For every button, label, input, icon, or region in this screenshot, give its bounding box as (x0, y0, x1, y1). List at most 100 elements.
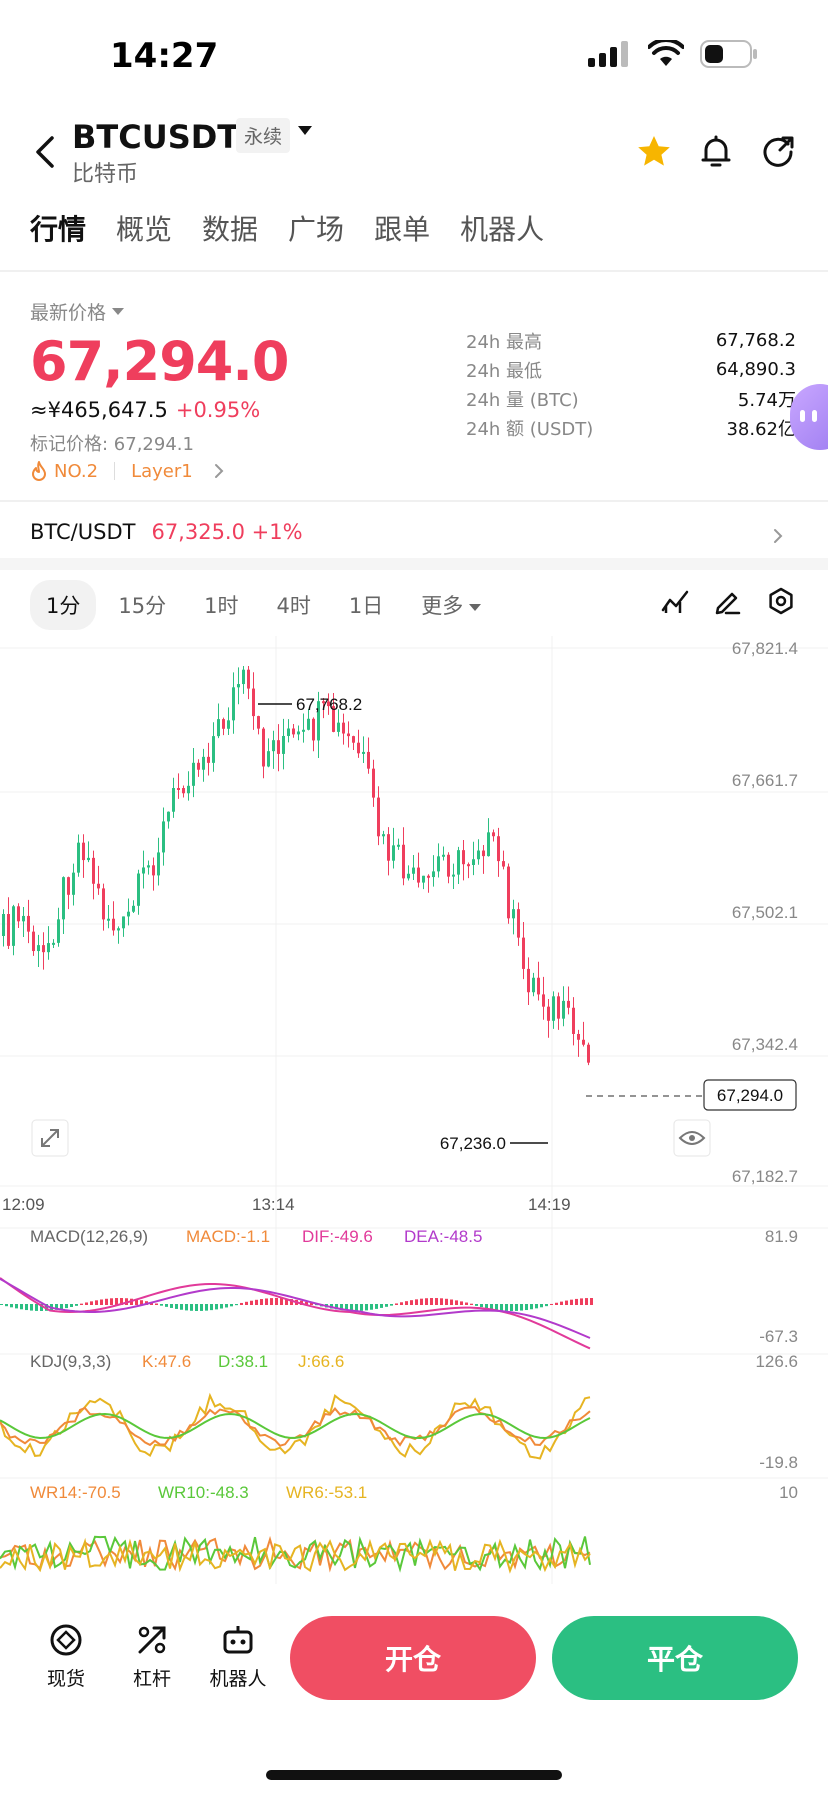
macd-bar (520, 1304, 523, 1311)
candle-body (417, 867, 420, 883)
bell-icon[interactable] (696, 132, 736, 172)
settings-icon[interactable] (766, 586, 796, 616)
symbol-title[interactable]: BTCUSDT (72, 118, 240, 156)
ticker-divider (0, 500, 828, 502)
macd-bar (40, 1304, 43, 1311)
tab-market[interactable]: 行情 (30, 213, 87, 246)
candle-body (52, 942, 55, 945)
open-position-button[interactable]: 开仓 (290, 1616, 536, 1700)
cny-price: ≈¥465,647.5 (30, 398, 168, 422)
tag-line[interactable]: NO.2 Layer1 (30, 460, 229, 482)
flame-icon (32, 461, 46, 481)
candle-body (112, 918, 115, 931)
interval-1h[interactable]: 1时 (204, 594, 239, 618)
candle-body (117, 928, 120, 931)
candle-body (287, 728, 290, 736)
draw-pencil-icon[interactable] (712, 586, 742, 616)
price-chart[interactable]: 67,821.4 67,661.7 67,502.1 67,342.4 67,1… (0, 636, 828, 1584)
macd-dea-line (0, 1277, 591, 1339)
tab-bots[interactable]: 机器人 (460, 213, 545, 246)
candle-body (527, 968, 530, 993)
symbol-dropdown-icon[interactable] (298, 126, 312, 135)
macd-dif: DIF:-49.6 (302, 1227, 373, 1246)
assistant-bubble[interactable] (790, 384, 828, 450)
macd-bar (360, 1304, 363, 1311)
macd-bar (400, 1302, 403, 1305)
home-indicator[interactable] (266, 1770, 562, 1780)
share-icon[interactable] (758, 132, 798, 172)
candle-body (552, 996, 555, 1021)
back-icon[interactable] (28, 132, 62, 172)
tab-copy-trading[interactable]: 跟单 (374, 213, 431, 246)
spot-price: 67,325.0 +1% (151, 520, 302, 544)
last-price-label-text: 最新价格 (30, 302, 107, 324)
macd-bar (185, 1304, 188, 1311)
interval-4h[interactable]: 4时 (276, 594, 311, 618)
spot-price-row[interactable]: BTC/USDT 67,325.0 +1% (30, 520, 303, 544)
candle-body (92, 857, 95, 884)
kdj-group (0, 1392, 591, 1460)
macd-bar (470, 1303, 473, 1305)
wr6-value: WR6:-53.1 (286, 1483, 367, 1502)
candle-body (142, 867, 145, 874)
expand-button[interactable] (31, 1119, 69, 1157)
macd-bar (310, 1303, 313, 1305)
chart-grid (0, 636, 828, 1584)
interval-15m[interactable]: 15分 (118, 594, 167, 618)
candle-body (127, 911, 130, 917)
leverage-nav-button[interactable]: 杠杆 (112, 1622, 192, 1691)
macd-bar (60, 1304, 63, 1310)
candle-body (382, 834, 385, 837)
contract-type-badge[interactable]: 永续 (236, 118, 291, 153)
macd-bar (250, 1300, 253, 1305)
eye-icon (678, 1131, 706, 1145)
spot-nav-button[interactable]: 现货 (26, 1622, 106, 1691)
macd-bar (440, 1298, 443, 1305)
candle-body (572, 1007, 575, 1034)
header: BTCUSDT 永续 比特币 (0, 110, 828, 190)
close-position-button[interactable]: 平仓 (552, 1616, 798, 1700)
interval-more[interactable]: 更多 (405, 580, 497, 630)
tab-data[interactable]: 数据 (202, 213, 259, 246)
macd-bar (560, 1301, 563, 1305)
tab-square[interactable]: 广场 (288, 213, 345, 246)
tab-overview[interactable]: 概览 (116, 213, 173, 246)
macd-bar (480, 1304, 483, 1308)
price-change: +0.95% (175, 398, 261, 422)
candle-body (247, 669, 250, 689)
macd-bar (335, 1304, 338, 1310)
candle-body (212, 736, 215, 763)
y-tick-label: 67,502.1 (732, 903, 798, 922)
macd-bar (505, 1304, 508, 1311)
interval-1d[interactable]: 1日 (348, 594, 384, 618)
interval-1m[interactable]: 1分 (30, 580, 97, 630)
x-tick-label: 13:14 (252, 1195, 295, 1214)
macd-bar (585, 1298, 588, 1305)
candle-body (252, 688, 255, 717)
candle-body (482, 850, 485, 857)
last-price-label[interactable]: 最新价格 (30, 298, 125, 325)
candle-body (427, 875, 430, 878)
candle-body (467, 864, 470, 867)
status-icons (588, 40, 758, 68)
macd-bar (340, 1304, 343, 1311)
favorite-star-icon[interactable] (634, 132, 674, 172)
candle-body (542, 994, 545, 1007)
macd-bar (135, 1299, 138, 1305)
candle-body (457, 850, 460, 875)
candle-body (507, 866, 510, 919)
leverage-icon (138, 1626, 166, 1654)
indicator-icon[interactable] (660, 586, 690, 616)
macd-bar (460, 1301, 463, 1305)
macd-bar (160, 1304, 163, 1306)
visibility-button[interactable] (673, 1119, 711, 1157)
chevron-right-icon[interactable] (768, 526, 788, 546)
macd-bar (75, 1304, 78, 1306)
stat-row: 24h 量 (BTC) 5.74万 (466, 384, 796, 413)
battery-icon (700, 40, 757, 68)
stat-label: 24h 最高 (466, 331, 543, 353)
bot-nav-button[interactable]: 机器人 (198, 1622, 278, 1691)
macd-bar (455, 1300, 458, 1305)
candle-body (182, 788, 185, 794)
macd-bar (550, 1303, 553, 1305)
